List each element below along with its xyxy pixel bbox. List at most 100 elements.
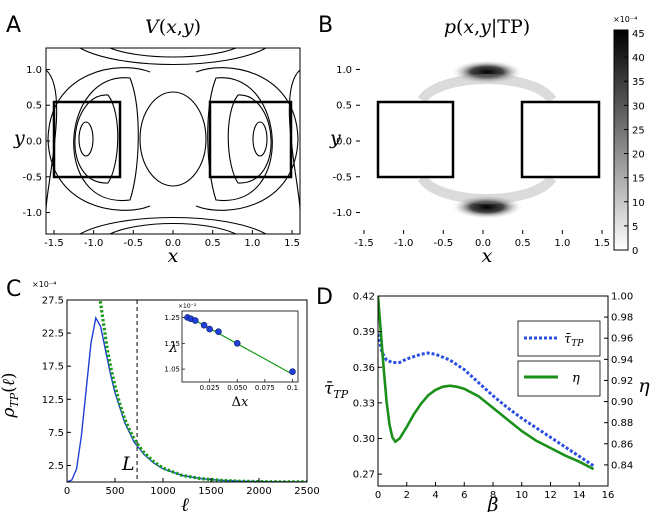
panel-c-ticks: 0 500 1000 1500 2000 2500 27.5 22.5 17.5 12.5 7.5 2… <box>42 296 320 498</box>
probability-heatmap <box>417 60 557 219</box>
density-top <box>451 60 523 84</box>
colorbar-tick-label: 35 <box>632 77 645 88</box>
b-ytick-label: 0.5 <box>336 101 352 112</box>
inset-data-point <box>206 325 213 333</box>
inset-ticks: 0.025 0.050 0.075 0.1 1.25 1.15 1.05 <box>164 314 298 392</box>
panel-c-ylabel: ρTP(ℓ) <box>0 372 21 418</box>
inset-xtick-label: 0.025 <box>200 384 220 392</box>
colorbar-tick-label: 10 <box>632 198 645 209</box>
colorbar-tick-label: 15 <box>632 174 645 185</box>
contour-right-3 <box>207 77 273 201</box>
contour-left-2 <box>74 94 119 184</box>
panel-c: C ×10⁻⁴ 0 500 1000 1500 2000 2500 27.5 22.5 17.5… <box>0 277 320 512</box>
c-ytick-label: 22.5 <box>42 329 64 340</box>
b-ytick-label: 0.0 <box>336 137 352 148</box>
colorbar-tick-label: 40 <box>632 53 645 64</box>
a-xtick-label: 1.0 <box>244 238 260 249</box>
c-ytick-label: 2.5 <box>48 461 64 472</box>
colorbar-tick-label: 20 <box>632 150 645 161</box>
contour-left-min <box>78 121 94 157</box>
colorbar-tick-label: 25 <box>632 125 645 136</box>
panel-a-xlabel: x <box>168 245 179 267</box>
panel-c-plot <box>67 300 307 482</box>
series-line-fit <box>98 300 307 482</box>
contour-top-1 <box>109 48 237 58</box>
b-xtick-label: 0.5 <box>515 238 531 249</box>
contour-right-min <box>252 121 268 157</box>
a-xtick-label: -1.0 <box>84 238 104 249</box>
b-xtick-label: 1.0 <box>554 238 570 249</box>
d-xtick-label: 10 <box>515 490 528 501</box>
panel-b: B p(x,y|TP) -1.5 -1.0 -0.5 0.0 0.5 1.0 1.5 1.0 0… <box>318 13 645 267</box>
panel-letter-c: C <box>6 277 21 302</box>
panel-b-ticks: -1.5 -1.0 -0.5 0.0 0.5 1.0 1.5 1.0 0.5 0.0 -0.5 -1.… <box>332 65 610 249</box>
panel-a: A V(x,y) <box>6 13 301 267</box>
inset-data-point <box>215 328 222 335</box>
colorbar-exponent: ×10⁻⁴ <box>613 15 637 24</box>
b-xtick-label: 0.0 <box>475 238 491 249</box>
inset-xtick-label: 0.050 <box>227 384 247 392</box>
a-ytick-label: 0.5 <box>26 101 42 112</box>
d-ytick-left-label: 0.36 <box>353 363 375 374</box>
panel-d-ylabel-left: τ̄TP <box>324 379 349 401</box>
c-ytick-label: 17.5 <box>42 362 64 373</box>
b-xtick-label: 1.5 <box>594 238 610 249</box>
d-xtick-label: 8 <box>490 490 496 501</box>
a-ytick-label: 0.0 <box>26 137 42 148</box>
inset-data-point <box>233 339 241 347</box>
d-xtick-label: 0 <box>375 490 381 501</box>
right-state-box <box>520 100 601 179</box>
colorbar-ticks: 45 40 35 30 25 20 15 10 5 0 <box>624 29 645 257</box>
colorbar-tick-label: 0 <box>632 246 638 257</box>
d-ytick-right-label: 0.98 <box>611 313 633 324</box>
a-xtick-label: 0.5 <box>205 238 221 249</box>
b-ytick-label: -0.5 <box>332 172 352 183</box>
panel-c-exponent: ×10⁻⁴ <box>32 280 56 289</box>
panel-b-title: p(x,y|TP) <box>444 16 530 38</box>
inset-frame <box>181 310 299 383</box>
inset-ytick-label: 1.25 <box>164 314 180 322</box>
panel-a-ylabel: y <box>13 127 25 149</box>
d-ytick-right-label: 0.86 <box>611 439 633 450</box>
left-state-box <box>52 100 122 179</box>
contour-left-3 <box>73 77 139 201</box>
inset-xtick-label: 0.075 <box>255 384 275 392</box>
a-xtick-label: 1.5 <box>284 238 300 249</box>
panel-a-frame <box>45 47 301 235</box>
inset-xtick-label: 0.1 <box>287 384 298 392</box>
d-ytick-left-label: 0.39 <box>353 327 375 338</box>
contour-left-4 <box>47 67 151 211</box>
panel-c-annotation: L <box>121 453 135 475</box>
d-ytick-right-label: 0.84 <box>611 460 633 471</box>
contour-bot-2 <box>79 217 267 234</box>
d-ytick-right-label: 0.96 <box>611 334 633 345</box>
d-ytick-right-label: 0.94 <box>611 355 633 366</box>
colorbar-tick-label: 45 <box>632 29 645 40</box>
panel-d: D 0 2 4 6 8 10 12 14 16 0.42 0.39 0.36 0.33 0.30 0.27 1… <box>316 285 650 512</box>
colorbar-tick-label: 30 <box>632 101 645 112</box>
panel-b-ylabel: y <box>329 127 341 149</box>
colorbar-tick-label: 5 <box>632 222 638 233</box>
inset-ytick-label: 1.15 <box>164 340 180 348</box>
density-bottom <box>451 195 523 219</box>
contour-lines <box>46 48 300 234</box>
contour-center <box>139 91 207 187</box>
panel-d-ticks: 0 2 4 6 8 10 12 14 16 0.42 0.39 0.36 0.33 0.30 0.27 1.0… <box>353 292 634 502</box>
right-state-box <box>208 100 293 179</box>
a-xtick-label: -0.5 <box>124 238 144 249</box>
d-xtick-label: 2 <box>404 490 410 501</box>
d-xtick-label: 16 <box>602 490 615 501</box>
contour-bot-1 <box>109 222 237 234</box>
d-ytick-left-label: 0.42 <box>353 292 375 303</box>
panel-d-xlabel: β <box>487 494 499 512</box>
d-ytick-left-label: 0.33 <box>353 398 375 409</box>
panel-b-xlabel: x <box>482 245 493 267</box>
a-ytick-label: -1.0 <box>22 208 42 219</box>
b-xtick-label: -0.5 <box>434 238 454 249</box>
panel-letter-d: D <box>316 285 333 310</box>
d-ytick-right-label: 1.00 <box>611 292 633 303</box>
c-xtick-label: 0 <box>64 486 70 497</box>
panel-a-ticks: -1.5 -1.0 -0.5 0.0 0.5 1.0 1.5 1.0 0.5 0.0 -0.5 -1.… <box>22 65 300 249</box>
series-line-eta <box>378 296 595 471</box>
